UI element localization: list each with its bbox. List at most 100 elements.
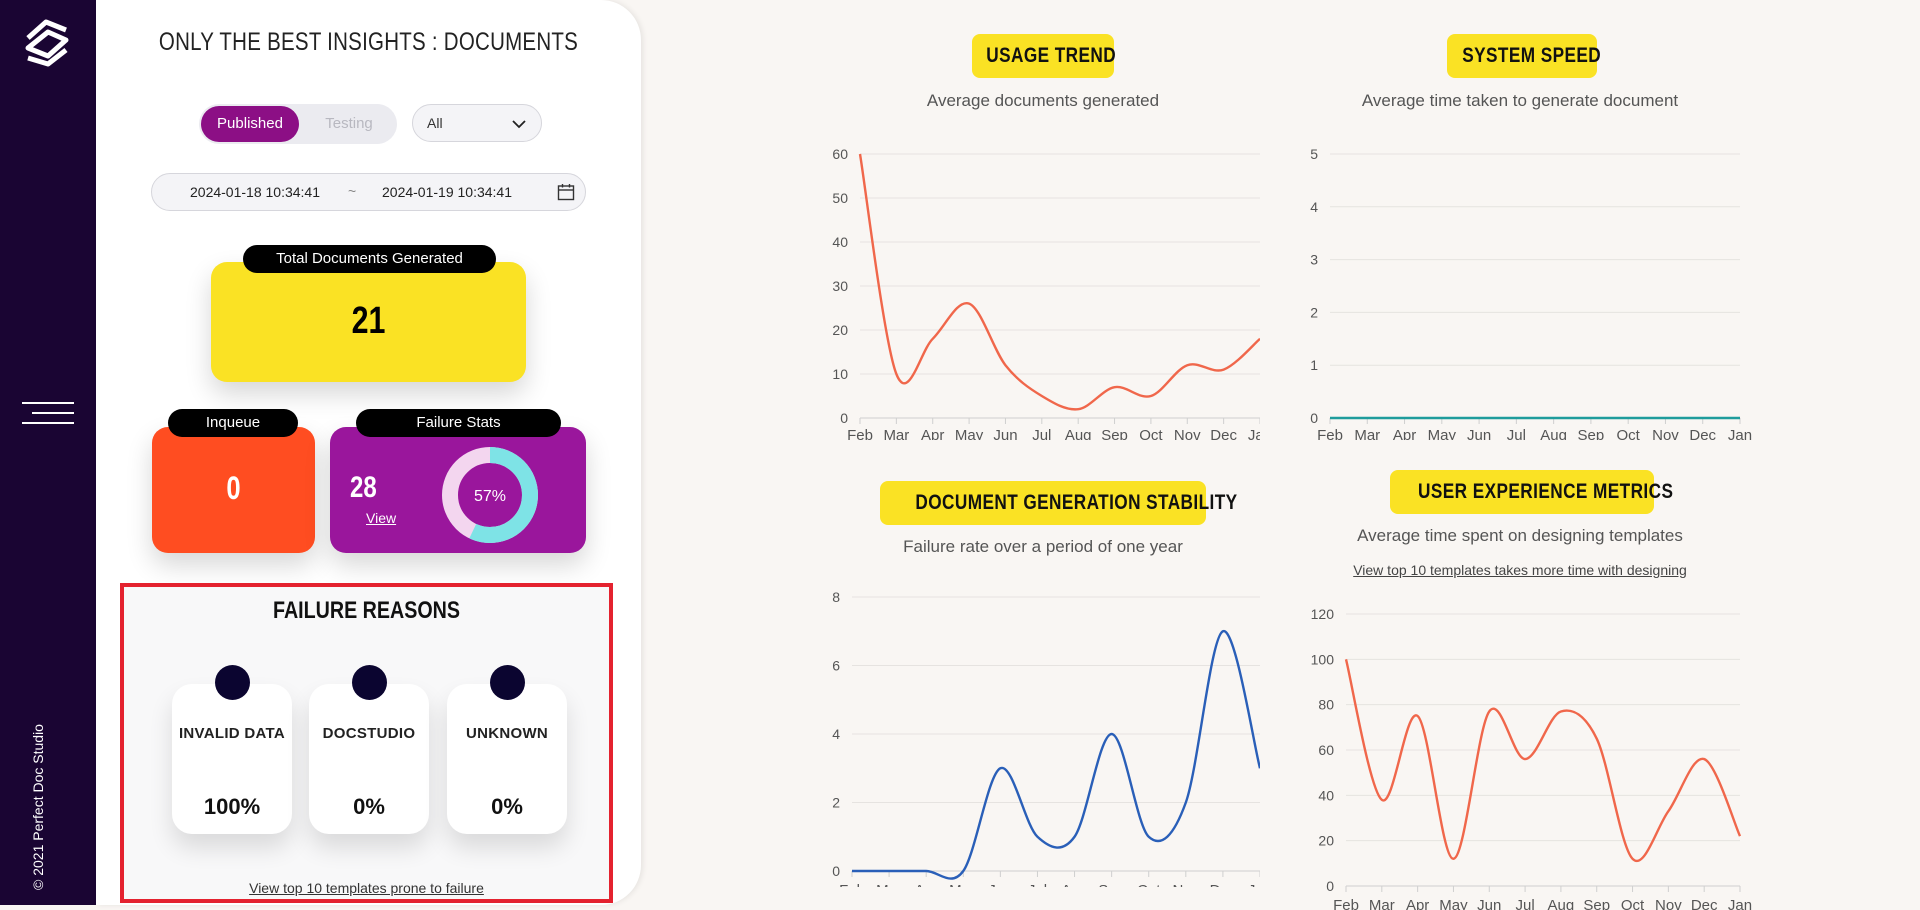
reason-value: 0%	[491, 794, 523, 819]
app-logo-icon[interactable]	[22, 18, 72, 68]
y-tick-label: 40	[1318, 787, 1334, 803]
y-tick-label: 4	[832, 726, 840, 742]
reason-label: UNKNOWN	[465, 725, 549, 742]
y-tick-label: 5	[1310, 146, 1318, 162]
y-tick-label: 80	[1318, 697, 1334, 713]
x-tick-label: Sep	[1098, 882, 1125, 887]
menu-bar	[32, 412, 74, 414]
reason-value: 0%	[353, 794, 385, 819]
y-tick-label: 0	[832, 863, 840, 879]
date-range-picker[interactable]: 2024-01-18 10:34:41 ~ 2024-01-19 10:34:4…	[151, 173, 586, 211]
chart-title-text: DOCUMENT GENERATION STABILITY	[915, 491, 1238, 514]
status-toggle: Published Testing	[199, 104, 397, 144]
inqueue-card: 0	[152, 427, 315, 553]
filter-select-value: All	[427, 115, 443, 131]
x-tick-label: Apr	[1393, 427, 1416, 440]
chart-title: USER EXPERIENCE METRICS	[1390, 470, 1673, 514]
x-tick-label: Jul	[1032, 427, 1051, 440]
y-tick-label: 100	[1311, 651, 1335, 667]
filters-panel: ONLY THE BEST INSIGHTS : DOCUMENTS Publi…	[96, 0, 641, 905]
y-tick-label: 60	[832, 146, 848, 162]
filter-select[interactable]: All	[412, 104, 542, 142]
y-tick-label: 0	[1326, 878, 1334, 894]
donut-arc	[442, 447, 538, 543]
y-tick-label: 1	[1310, 357, 1318, 373]
y-tick-label: 20	[832, 322, 848, 338]
x-tick-label: Jul	[1507, 427, 1526, 440]
x-tick-label: May	[1428, 427, 1457, 440]
x-tick-label: Dec	[1210, 882, 1237, 887]
date-start[interactable]: 2024-01-18 10:34:41	[190, 184, 320, 200]
x-tick-label: May	[955, 427, 984, 440]
published-toggle-button[interactable]: Published	[201, 106, 299, 142]
total-documents-value: 21	[351, 300, 386, 342]
failure-stats-label: Failure Stats	[356, 409, 561, 437]
reason-card-invalid-data: INVALID DATA 100%	[172, 665, 292, 834]
y-tick-label: 120	[1311, 606, 1335, 622]
x-tick-label: Feb	[839, 882, 865, 887]
x-tick-label: Jun	[988, 882, 1012, 887]
system-speed-chart: SYSTEM SPEED Average time taken to gener…	[1290, 34, 1760, 440]
x-tick-label: Aug	[1065, 427, 1092, 440]
y-tick-label: 40	[832, 234, 848, 250]
x-tick-label: Jun	[993, 427, 1017, 440]
menu-icon[interactable]	[22, 402, 74, 430]
chart-title: SYSTEM SPEED	[1447, 34, 1601, 78]
y-tick-label: 30	[832, 278, 848, 294]
x-tick-label: Aug	[1548, 897, 1575, 910]
x-tick-label: Jul	[1028, 882, 1047, 887]
x-tick-label: May	[949, 882, 978, 887]
y-tick-label: 10	[832, 366, 848, 382]
failure-templates-link[interactable]: View top 10 templates prone to failure	[249, 880, 484, 896]
x-tick-label: Nov	[1172, 882, 1199, 887]
failure-view-link[interactable]: View	[366, 510, 397, 526]
menu-bar	[22, 402, 74, 404]
date-end[interactable]: 2024-01-19 10:34:41	[382, 184, 512, 200]
y-tick-label: 2	[832, 795, 840, 811]
failure-reasons-title: FAILURE REASONS	[273, 597, 460, 624]
donut-percent-label: 57%	[474, 488, 506, 505]
testing-toggle-button[interactable]: Testing	[325, 115, 373, 132]
total-documents-card: 21	[211, 262, 526, 382]
failure-reasons-section: FAILURE REASONS INVALID DATA 100% DOCSTU…	[120, 583, 613, 903]
y-tick-label: 60	[1318, 742, 1334, 758]
user-experience-chart: USER EXPERIENCE METRICS Average time spe…	[1290, 470, 1760, 910]
chart-title-text: USAGE TREND	[986, 44, 1117, 67]
x-tick-label: Jan	[1248, 882, 1260, 887]
x-tick-label: Apr	[921, 427, 944, 440]
reason-label: INVALID DATA	[178, 725, 286, 742]
x-tick-label: Apr	[915, 882, 938, 887]
y-tick-label: 2	[1310, 304, 1318, 320]
x-tick-label: Jun	[1467, 427, 1491, 440]
x-tick-label: Mar	[883, 427, 909, 440]
x-tick-label: Nov	[1652, 427, 1679, 440]
x-tick-label: Jan	[1728, 897, 1752, 910]
failure-stats-card: 28 View 57%	[330, 427, 586, 553]
x-tick-label: Apr	[1406, 897, 1429, 910]
usage-trend-plot: 0 10 20 30 40 50 60 Feb Mar Apr May Jun Jul Aug Sep Oct…	[832, 146, 1260, 440]
total-documents-label: Total Documents Generated	[243, 245, 496, 273]
date-separator: ~	[348, 183, 357, 199]
failure-donut-chart: 57%	[442, 447, 538, 543]
y-tick-label: 4	[1310, 199, 1318, 215]
failure-count: 28	[350, 471, 377, 504]
designing-templates-link[interactable]: View top 10 templates takes more time wi…	[1353, 562, 1687, 578]
calendar-icon[interactable]	[557, 183, 575, 201]
system-speed-plot: 0 1 2 3 4 5 Feb Mar Apr May Jun Jul Aug Sep Oct Nov Dec J…	[1310, 146, 1752, 440]
x-tick-label: Mar	[1369, 897, 1395, 910]
x-tick-label: Jan	[1248, 427, 1260, 440]
reason-label: DOCSTUDIO	[322, 725, 416, 742]
chart-subtitle: Average time taken to generate document	[1361, 91, 1679, 110]
y-tick-label: 8	[832, 589, 840, 605]
x-tick-label: Sep	[1583, 897, 1610, 910]
y-tick-label: 3	[1310, 252, 1318, 268]
reason-dot-icon	[215, 665, 250, 700]
x-tick-label: May	[1439, 897, 1468, 910]
x-tick-label: Sep	[1578, 427, 1605, 440]
y-tick-label: 50	[832, 190, 848, 206]
user-experience-plot: 0 20 40 60 80 100 120 Feb Mar Apr May Jun Jul Aug Sep O…	[1311, 606, 1752, 910]
y-tick-label: 0	[1310, 410, 1318, 426]
chart-subtitle: Average time spent on designing template…	[1357, 526, 1683, 545]
x-tick-label: Dec	[1210, 427, 1237, 440]
chart-subtitle: Failure rate over a period of one year	[903, 537, 1183, 556]
